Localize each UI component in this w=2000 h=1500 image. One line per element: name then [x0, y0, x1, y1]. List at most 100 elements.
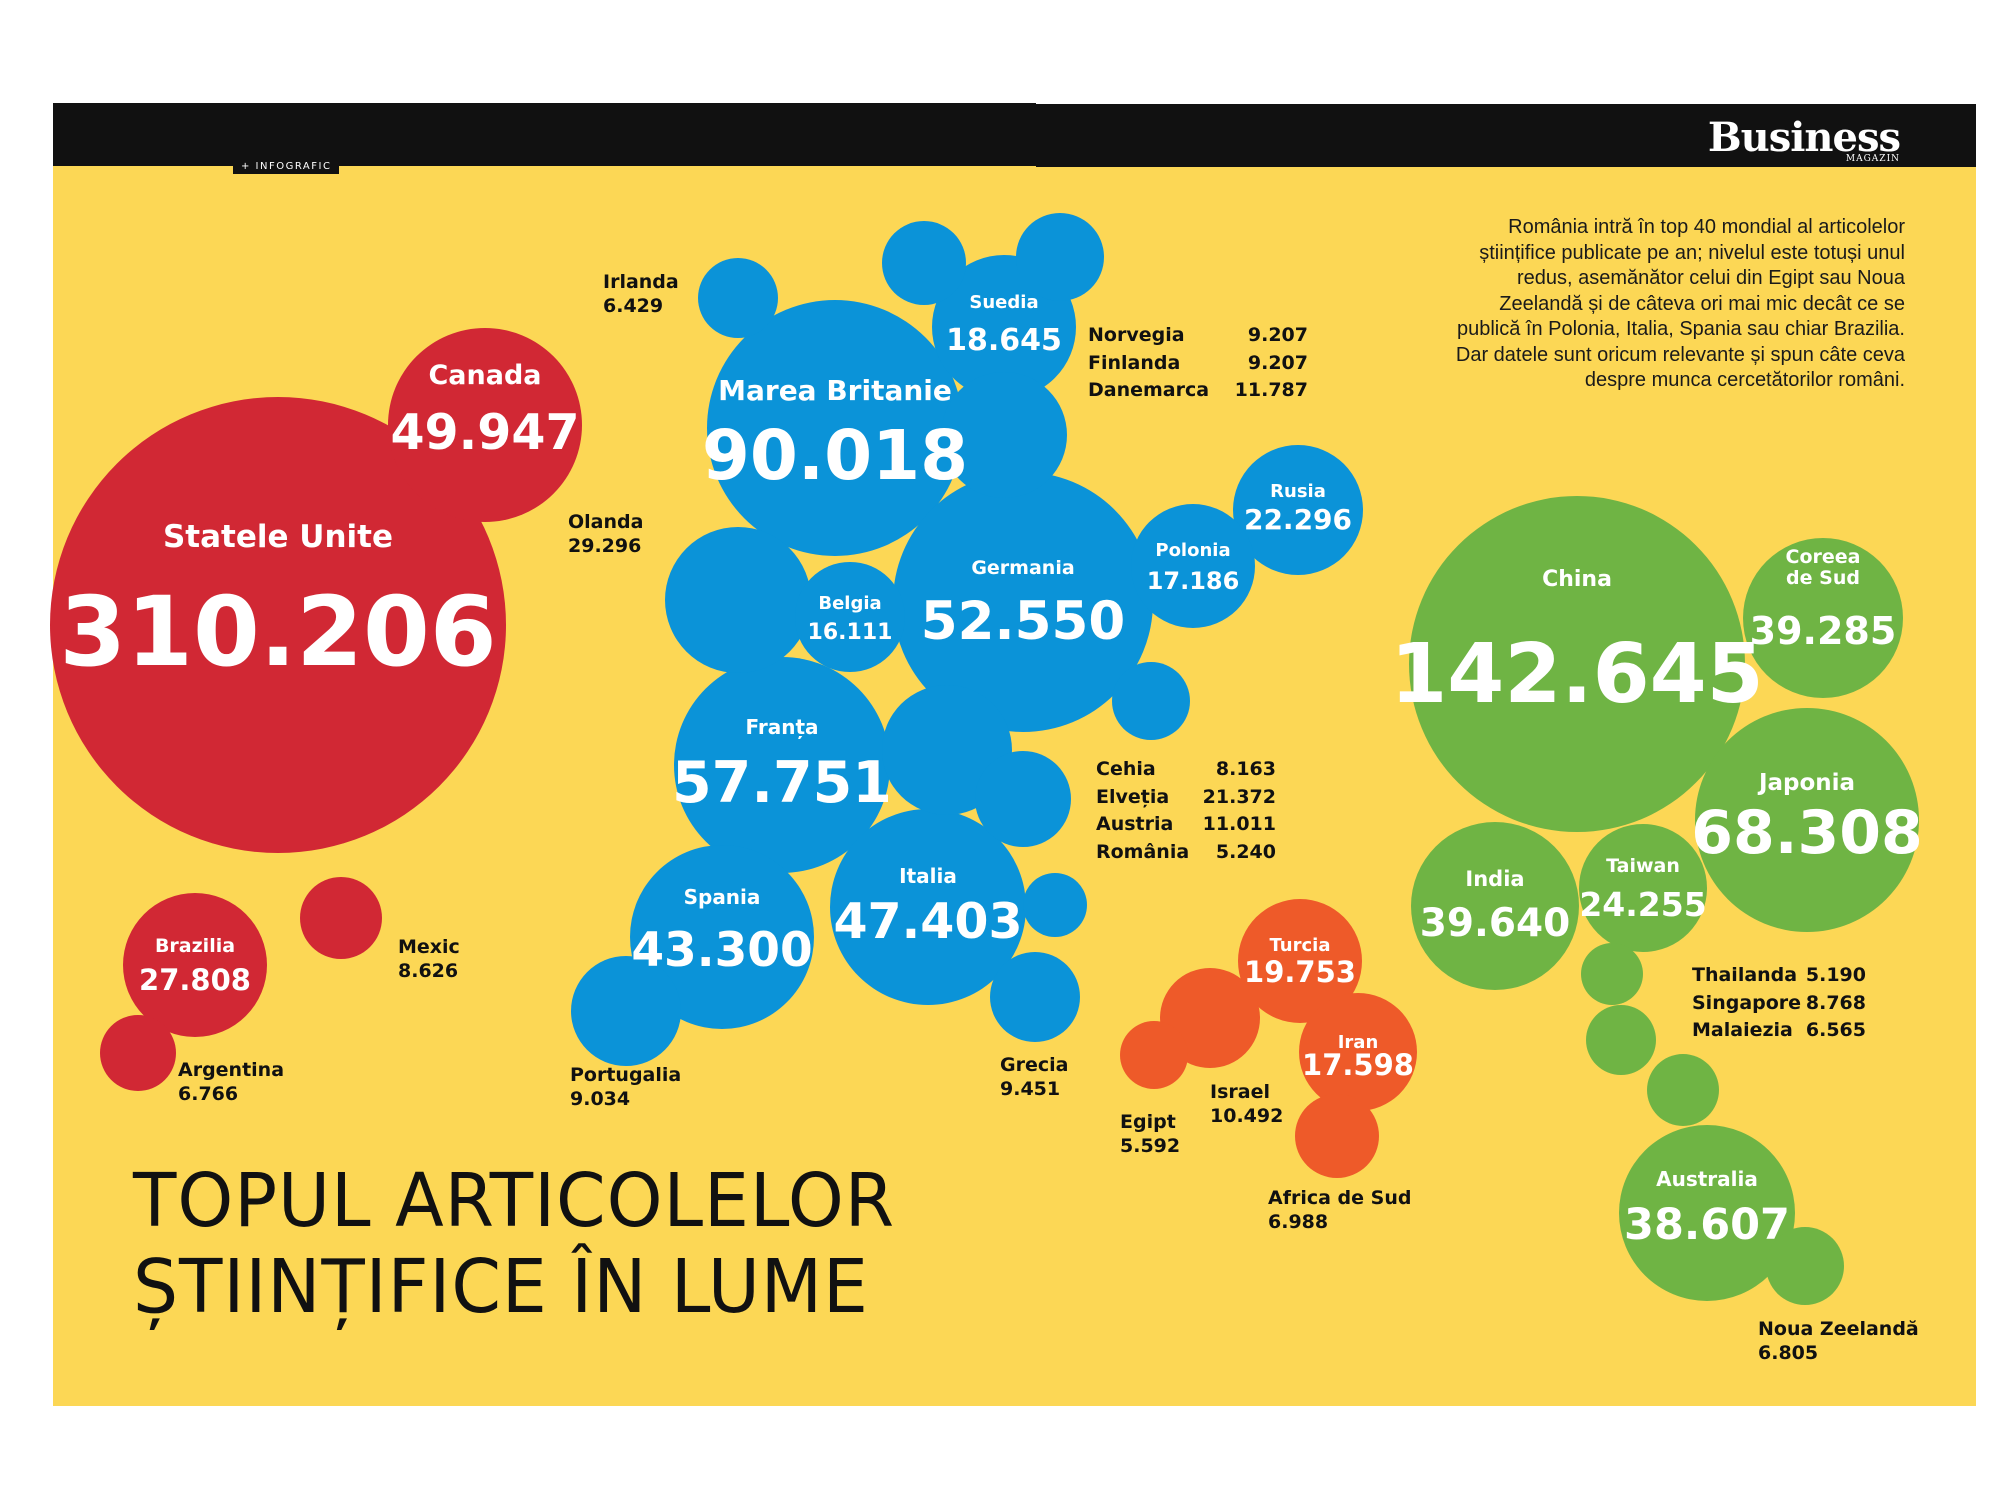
- bubble-malaiezia: [1647, 1054, 1719, 1126]
- outside-label-value: 9.034: [570, 1088, 631, 1110]
- country-list-name: Thailanda: [1692, 964, 1798, 986]
- bubble-belgia: [795, 562, 905, 672]
- bubble-danemarca: [941, 372, 1067, 498]
- country-list-row: Malaiezia 6.565: [1692, 1017, 1866, 1045]
- bubble-românia: [1023, 873, 1087, 937]
- country-list-name: Austria: [1096, 813, 1174, 835]
- country-list-name: Finlanda: [1088, 351, 1181, 374]
- bubble-turcia: [1238, 899, 1362, 1023]
- bubble-label-australia: Australia: [1656, 1167, 1758, 1191]
- section-tag: + INFOGRAFIC: [233, 159, 340, 174]
- bubble-taiwan: [1579, 824, 1707, 952]
- bubble-finlanda: [882, 221, 966, 305]
- country-list-value: 11.787: [1234, 379, 1308, 401]
- outside-label-value: 29.296: [568, 535, 642, 557]
- outside-label-africa-de-sud: Africa de Sud 6.988: [1268, 1186, 1411, 1234]
- outside-label-irlanda: Irlanda 6.429: [603, 270, 679, 318]
- title-line-2: ȘTIINȚIFICE ÎN LUME: [133, 1244, 869, 1330]
- bubble-label-polonia: Polonia: [1155, 540, 1230, 561]
- outside-label-value: 5.592: [1120, 1135, 1181, 1157]
- country-list-value: 5.190: [1805, 964, 1866, 986]
- country-list-1: Norvegia 9.207 Finlanda 9.207 Danemarca 11.78…: [1088, 322, 1308, 405]
- bubble-statele-unite: [50, 397, 506, 853]
- bubble-value-coreea-de-sud: 39.285: [1750, 609, 1897, 653]
- bubble-egipt: [1120, 1021, 1188, 1089]
- outside-label-name: Noua Zeelandă: [1758, 1318, 1919, 1340]
- country-list-value: 11.011: [1202, 813, 1276, 835]
- country-list-name: Cehia: [1096, 758, 1156, 780]
- bubble-value-spania: 43.300: [631, 923, 812, 978]
- bubble-franța: [674, 657, 890, 873]
- bubble-olanda: [665, 527, 811, 673]
- outside-label-name: Israel: [1210, 1081, 1270, 1103]
- outside-label-israel: Israel 10.492: [1210, 1080, 1283, 1128]
- country-list-value: 9.207: [1247, 324, 1308, 346]
- outside-label-value: 6.429: [603, 295, 664, 317]
- outside-label-name: Olanda: [568, 511, 644, 533]
- country-list-value: 21.372: [1202, 785, 1276, 808]
- outside-label-value: 6.805: [1758, 1342, 1819, 1364]
- bubble-value-statele-unite: 310.206: [59, 576, 496, 688]
- country-list-row: Austria 11.011: [1096, 811, 1276, 839]
- country-list-value: 6.565: [1805, 1019, 1866, 1041]
- outside-label-argentina: Argentina 6.766: [178, 1058, 284, 1106]
- bubble-mexic: [300, 877, 382, 959]
- outside-label-name: Grecia: [1000, 1054, 1069, 1076]
- bubble-label-belgia: Belgia: [818, 593, 881, 614]
- outside-label-value: 9.451: [1000, 1078, 1061, 1100]
- outside-label-noua-zeelandă: Noua Zeelandă 6.805: [1758, 1317, 1919, 1365]
- bubble-india: [1411, 822, 1579, 990]
- country-list-row: Thailanda 5.190: [1692, 962, 1866, 990]
- bubble-value-brazilia: 27.808: [139, 963, 251, 997]
- bubble-label-suedia: Suedia: [969, 292, 1038, 313]
- bubble-singapore: [1586, 1005, 1656, 1075]
- outside-label-egipt: Egipt 5.592: [1120, 1110, 1180, 1158]
- country-list-name: România: [1096, 840, 1190, 863]
- bubble-label-italia: Italia: [899, 864, 957, 888]
- outside-label-name: Egipt: [1120, 1111, 1176, 1133]
- country-list-row: Finlanda 9.207: [1088, 350, 1308, 378]
- bubble-value-germania: 52.550: [921, 591, 1126, 652]
- bubble-marea-britanie: [707, 300, 963, 556]
- outside-label-name: Mexic: [398, 936, 460, 958]
- bubble-label-brazilia: Brazilia: [155, 935, 235, 957]
- bubble-label-spania: Spania: [684, 885, 761, 909]
- bubble-rusia: [1233, 445, 1363, 575]
- bubble-argentina: [100, 1015, 176, 1091]
- bubble-cehia: [975, 751, 1071, 847]
- bubble-value-rusia: 22.296: [1244, 503, 1352, 536]
- bubble-value-china: 142.645: [1390, 627, 1763, 722]
- bubble-value-canada: 49.947: [390, 404, 579, 461]
- outside-label-value: 6.988: [1268, 1211, 1329, 1233]
- top-bar-left: [53, 103, 1036, 166]
- bubble-value-belgia: 16.111: [808, 620, 893, 645]
- bubble-germania: [893, 472, 1153, 732]
- country-list-row: România 5.240: [1096, 839, 1276, 867]
- bubble-value-polonia: 17.186: [1147, 567, 1240, 595]
- bubble-japonia: [1695, 708, 1919, 932]
- bubble-value-australia: 38.607: [1624, 1200, 1790, 1250]
- bubble-value-franța: 57.751: [672, 750, 892, 816]
- country-list-name: Malaiezia: [1692, 1019, 1793, 1041]
- outside-label-value: 6.766: [178, 1083, 239, 1105]
- top-bar-right: [1036, 104, 1976, 167]
- bubble-label-india: India: [1465, 867, 1524, 891]
- bubble-label-japonia: Japonia: [1757, 770, 1855, 796]
- bubble-label-franța: Franța: [745, 715, 818, 739]
- country-list-row: Singapore 8.768: [1692, 990, 1866, 1018]
- title-line-1: TOPUL ARTICOLELOR: [133, 1158, 896, 1244]
- country-list-value: 9.207: [1247, 351, 1308, 374]
- country-list-row: Cehia 8.163: [1096, 756, 1276, 784]
- country-list-3: Thailanda 5.190 Singapore 8.768 Malaiezia 6.5…: [1692, 962, 1866, 1045]
- country-list-name: Danemarca: [1088, 379, 1210, 401]
- brand-logo: Business: [1707, 114, 1901, 161]
- country-list-name: Elveția: [1096, 785, 1170, 808]
- country-list-value: 8.768: [1805, 991, 1866, 1014]
- intro-paragraph: România intră în top 40 mondial al artic…: [1455, 216, 1905, 391]
- infographic-title: TOPUL ARTICOLELOR ȘTIINȚIFICE ÎN LUME: [133, 1158, 968, 1330]
- bubble-thailanda: [1581, 943, 1643, 1005]
- bubble-spania: [630, 845, 814, 1029]
- bubble-africa-de-sud: [1295, 1094, 1379, 1178]
